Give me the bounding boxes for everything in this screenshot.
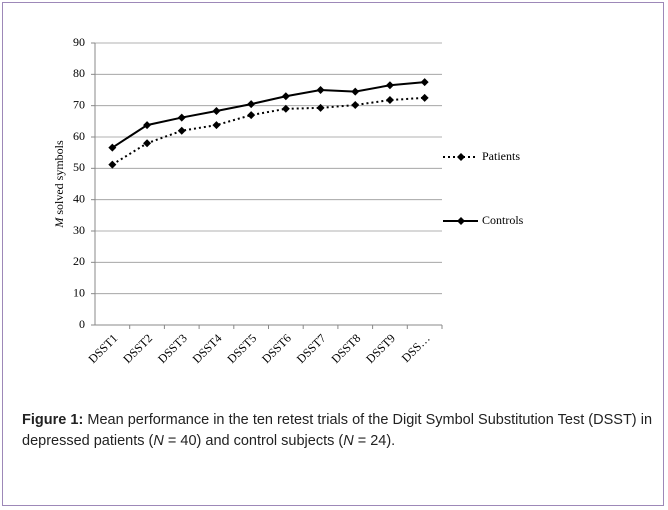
data-point bbox=[385, 96, 394, 105]
data-point bbox=[316, 86, 325, 94]
series-line bbox=[111, 96, 425, 166]
series-line bbox=[111, 81, 425, 149]
legend-marker bbox=[457, 217, 465, 225]
data-point bbox=[212, 121, 221, 130]
data-point bbox=[281, 92, 290, 101]
data-point bbox=[143, 139, 152, 148]
y-tick-label: 90 bbox=[73, 35, 85, 49]
data-point bbox=[212, 106, 221, 115]
chart: M solved symbols 0 10 20 30 40 50 60 70 80 90 DSST… bbox=[52, 35, 524, 366]
data-point bbox=[281, 104, 290, 113]
y-tick-label: 10 bbox=[73, 285, 85, 299]
legend-label: Patients bbox=[482, 149, 520, 163]
data-point bbox=[316, 103, 325, 112]
y-axis-label-var: M bbox=[52, 217, 66, 229]
x-tick-label: DSST9 bbox=[363, 331, 398, 366]
y-tick-label: 0 bbox=[79, 317, 85, 331]
y-axis-label-text: solved symbols bbox=[52, 140, 66, 218]
caption-text: = 40) and control subjects ( bbox=[163, 433, 344, 449]
data-point bbox=[177, 126, 186, 135]
y-tick-label: 20 bbox=[73, 254, 85, 268]
legend-marker bbox=[457, 153, 465, 161]
x-tick-label: DSST1 bbox=[86, 331, 121, 366]
data-point bbox=[177, 113, 186, 122]
x-tick-label: DSS… bbox=[399, 331, 433, 365]
y-tick-label: 70 bbox=[73, 97, 85, 111]
y-tick-label: 50 bbox=[73, 160, 85, 174]
x-tick-label: DSST8 bbox=[328, 331, 363, 366]
data-point bbox=[143, 121, 152, 130]
y-axis-label: M solved symbols bbox=[52, 140, 66, 229]
caption-text: = 24). bbox=[353, 433, 396, 449]
x-tick-label: DSST2 bbox=[120, 331, 155, 366]
data-point bbox=[385, 81, 394, 90]
x-tick-label: DSST3 bbox=[155, 331, 190, 366]
data-point bbox=[108, 160, 117, 169]
data-point bbox=[247, 111, 256, 120]
x-tick-label: DSST4 bbox=[190, 331, 225, 366]
y-tick-label: 30 bbox=[73, 223, 85, 237]
caption-label: Figure 1: bbox=[22, 412, 84, 428]
data-point bbox=[351, 87, 360, 96]
x-tick-label: DSST7 bbox=[294, 331, 329, 366]
caption-var: N bbox=[343, 433, 354, 449]
data-point bbox=[420, 78, 429, 87]
y-tick-label: 80 bbox=[73, 66, 85, 80]
y-tick-label: 40 bbox=[73, 191, 85, 205]
caption-text: Mean performance in the ten retest trial… bbox=[22, 412, 653, 449]
x-tick-label: DSST5 bbox=[224, 331, 259, 366]
caption-var: N bbox=[153, 433, 164, 449]
data-point bbox=[247, 100, 256, 109]
data-point bbox=[108, 143, 117, 152]
figure-caption: Figure 1: Mean performance in the ten re… bbox=[22, 410, 652, 452]
y-tick-label: 60 bbox=[73, 129, 85, 143]
figure-frame bbox=[2, 2, 664, 506]
legend-label: Controls bbox=[482, 213, 524, 227]
data-point bbox=[351, 101, 360, 110]
x-tick-label: DSST6 bbox=[259, 331, 294, 366]
data-point bbox=[420, 93, 429, 102]
